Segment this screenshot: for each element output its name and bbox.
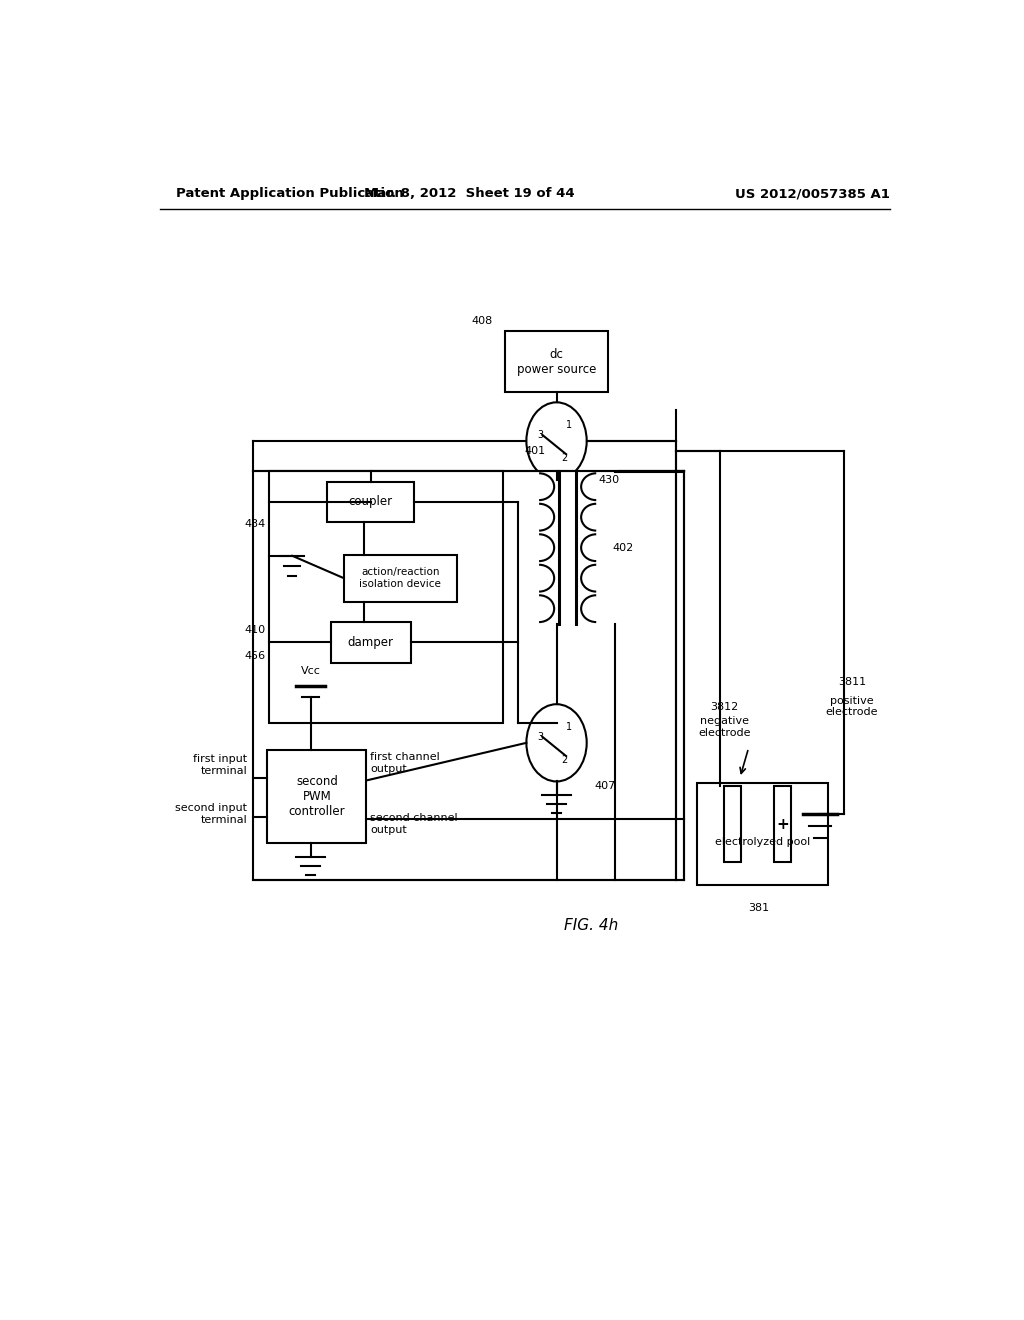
Text: 1: 1 [566, 420, 572, 430]
Text: 456: 456 [244, 652, 265, 661]
Text: 407: 407 [595, 781, 615, 792]
Bar [269, 471, 503, 722]
Bar [328, 482, 415, 523]
Text: 3: 3 [538, 430, 544, 440]
Text: second channel
output: second channel output [371, 813, 458, 836]
Text: electrolyzed pool: electrolyzed pool [715, 837, 811, 847]
Text: FIG. 4h: FIG. 4h [564, 919, 618, 933]
Text: action/reaction
isolation device: action/reaction isolation device [359, 568, 441, 589]
Text: damper: damper [348, 636, 394, 648]
Text: 401: 401 [524, 446, 546, 457]
Text: second input
terminal: second input terminal [175, 803, 247, 825]
Bar [267, 750, 367, 843]
Text: 430: 430 [599, 474, 620, 484]
Text: first channel
output: first channel output [371, 752, 440, 774]
Text: Mar. 8, 2012  Sheet 19 of 44: Mar. 8, 2012 Sheet 19 of 44 [364, 187, 574, 201]
Text: Vcc: Vcc [301, 665, 321, 676]
Bar [331, 622, 411, 663]
Text: 2: 2 [561, 453, 567, 463]
Bar [253, 471, 684, 880]
Text: 402: 402 [612, 543, 634, 553]
Text: +: + [776, 817, 790, 832]
Text: 434: 434 [244, 519, 265, 529]
Text: 408: 408 [472, 315, 494, 326]
Text: 3811: 3811 [838, 677, 866, 686]
Bar [505, 331, 608, 392]
Text: first input
terminal: first input terminal [193, 755, 247, 776]
Text: 381: 381 [749, 903, 769, 913]
Text: dc
power source: dc power source [517, 347, 596, 376]
Bar [697, 784, 828, 886]
Text: second
PWM
controller: second PWM controller [289, 775, 345, 818]
Text: Patent Application Publication: Patent Application Publication [176, 187, 403, 201]
Text: US 2012/0057385 A1: US 2012/0057385 A1 [735, 187, 890, 201]
Text: 1: 1 [566, 722, 572, 731]
Text: 2: 2 [561, 755, 567, 766]
Bar [344, 554, 457, 602]
Text: 3812: 3812 [711, 702, 739, 713]
Bar [724, 785, 741, 862]
Text: coupler: coupler [349, 495, 393, 508]
Text: 410: 410 [244, 624, 265, 635]
Text: positive
electrode: positive electrode [825, 696, 878, 718]
Text: negative
electrode: negative electrode [698, 717, 751, 738]
Text: 3: 3 [538, 731, 544, 742]
Bar [774, 785, 792, 862]
